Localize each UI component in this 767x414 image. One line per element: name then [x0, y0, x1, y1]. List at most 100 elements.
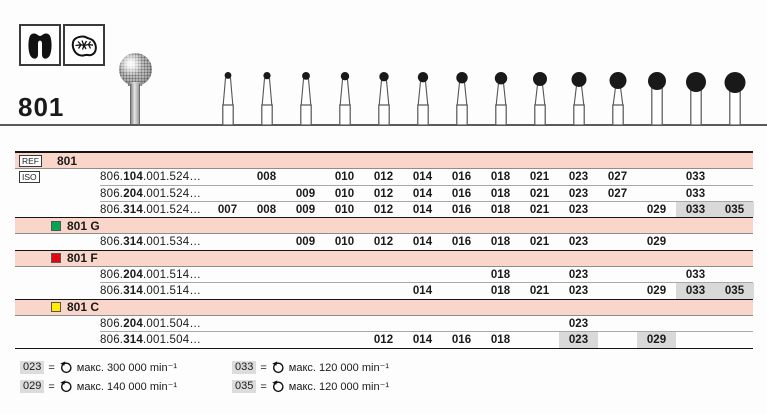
size-cell-012: 012 — [373, 203, 394, 216]
size-cell-033: 033 — [685, 269, 706, 282]
size-cell-033 — [676, 234, 715, 249]
size-cell-035: 035 — [715, 283, 754, 299]
size-cell-010 — [325, 283, 364, 298]
bur-illustration-012 — [364, 65, 403, 125]
table-code-row: 806.314.001.514… 014 018 021 023 029 033 035 — [15, 283, 754, 300]
bur-illustration-018 — [481, 65, 520, 125]
table-code-row: 806.314.001.524… 007 008 009 010 012 014 016 018… — [15, 201, 754, 219]
size-cell-014: 014 — [412, 333, 433, 346]
size-cell-010 — [325, 267, 364, 283]
size-cell-023: 023 — [568, 171, 589, 184]
size-cell-012: 012 — [373, 333, 394, 346]
size-cell-035 — [715, 267, 754, 283]
size-cell-008: 008 — [256, 203, 277, 216]
table-section-row: 801 F — [15, 250, 753, 268]
iso-code: 806.104.001.524… — [100, 171, 202, 184]
size-cell-027 — [598, 332, 637, 347]
iso-code: 806.314.001.514… — [100, 285, 202, 298]
bur-illustration-027 — [598, 65, 637, 125]
size-cell-007 — [208, 283, 247, 298]
iso-box-label: ISO — [19, 171, 40, 184]
speed-text: макс. 300 000 min⁻¹ — [76, 362, 178, 374]
equals-sign: = — [260, 361, 267, 374]
size-cell-018 — [481, 316, 520, 332]
size-cell-018: 018 — [490, 236, 511, 249]
size-cell-027 — [598, 234, 637, 249]
size-cell-008 — [247, 332, 286, 347]
bur-illustration-029 — [637, 65, 676, 125]
product-number: 801 — [18, 92, 65, 122]
size-cell-029 — [637, 169, 676, 185]
size-cell-035 — [715, 332, 754, 347]
size-cell-021 — [520, 316, 559, 332]
size-cell-007 — [208, 267, 247, 283]
size-cell-016 — [442, 267, 481, 283]
size-cell-033: 033 — [685, 187, 706, 200]
size-cell-023: 023 — [559, 332, 598, 348]
size-cell-007 — [208, 316, 247, 332]
size-cell-027 — [598, 316, 637, 332]
size-cell-023: 023 — [568, 236, 589, 249]
table-section-row: 801 G — [15, 218, 753, 235]
bur-illustration-009 — [286, 65, 325, 125]
size-cell-035 — [715, 234, 754, 249]
size-cell-029: 029 — [637, 332, 676, 348]
size-cell-021: 021 — [529, 187, 550, 200]
iso-code: 806.204.001.524… — [100, 187, 202, 200]
table-code-row: 806.314.001.534… 009 010 012 014 016 018 021 023… — [15, 234, 754, 251]
size-cell-010 — [325, 332, 364, 347]
bur-photo-shank — [130, 84, 140, 125]
equals-sign: = — [48, 380, 55, 393]
size-cell-018: 018 — [490, 269, 511, 282]
bur-illustration-016 — [442, 65, 481, 125]
size-cell-009: 009 — [295, 236, 316, 249]
size-chip: 033 — [232, 361, 257, 374]
size-cell-014: 014 — [412, 285, 433, 298]
bur-illustration-014 — [403, 65, 442, 125]
speed-legend-item-029: 029 = макс. 140 000 min⁻¹ — [20, 380, 232, 393]
grit-color-square — [51, 253, 61, 264]
size-cell-010: 010 — [334, 236, 355, 249]
size-cell-009 — [286, 332, 325, 347]
size-cell-016: 016 — [451, 171, 472, 184]
bur-illustration-021 — [520, 65, 559, 125]
size-cell-009: 009 — [295, 187, 316, 200]
size-cell-033 — [676, 332, 715, 347]
iso-code-cell: 806.204.001.524… — [15, 186, 208, 202]
section-label: 801 F — [67, 251, 98, 266]
occlusal-surface-icon — [63, 24, 105, 66]
rotation-speed-icon — [59, 361, 72, 374]
speed-legend-item-033: 033 = макс. 120 000 min⁻¹ — [232, 361, 389, 374]
iso-code: 806.204.001.504… — [100, 318, 202, 331]
size-cell-009 — [286, 267, 325, 283]
bur-illustration-035 — [715, 65, 754, 125]
iso-code: 806.204.001.514… — [100, 269, 202, 282]
size-cell-008 — [247, 186, 286, 202]
size-cell-027 — [598, 283, 637, 298]
size-cell-016: 016 — [451, 236, 472, 249]
bur-photo-head — [119, 53, 152, 86]
size-cell-014: 014 — [412, 236, 433, 249]
table-code-row: 806.204.001.504… 023 — [15, 316, 753, 333]
size-cell-012: 012 — [373, 236, 394, 249]
speed-legend-item-023: 023 = макс. 300 000 min⁻¹ — [20, 361, 232, 374]
iso-code: 806.314.001.504… — [100, 333, 202, 346]
size-cell-012: 012 — [373, 187, 394, 200]
speed-legend: 023 = макс. 300 000 min⁻¹ 029 = макс. 140 000… — [20, 358, 389, 396]
bur-illustration-007 — [208, 65, 247, 125]
ref-box-label: REF — [19, 154, 42, 167]
size-cell-007 — [208, 332, 247, 347]
size-cell-008 — [247, 316, 286, 332]
size-cell-023: 023 — [568, 285, 589, 298]
size-cell-014 — [403, 316, 442, 332]
size-cell-029: 029 — [646, 285, 667, 298]
iso-code-cell: 806.314.001.524… — [15, 202, 208, 217]
size-cell-009 — [286, 283, 325, 298]
size-cell-018: 018 — [490, 187, 511, 200]
size-cell-007 — [208, 186, 247, 202]
size-cell-018: 018 — [490, 203, 511, 216]
bur-illustration-023 — [559, 65, 598, 125]
size-cell-008 — [247, 283, 286, 298]
equals-sign: = — [48, 361, 55, 374]
bur-illustration-033 — [676, 65, 715, 125]
